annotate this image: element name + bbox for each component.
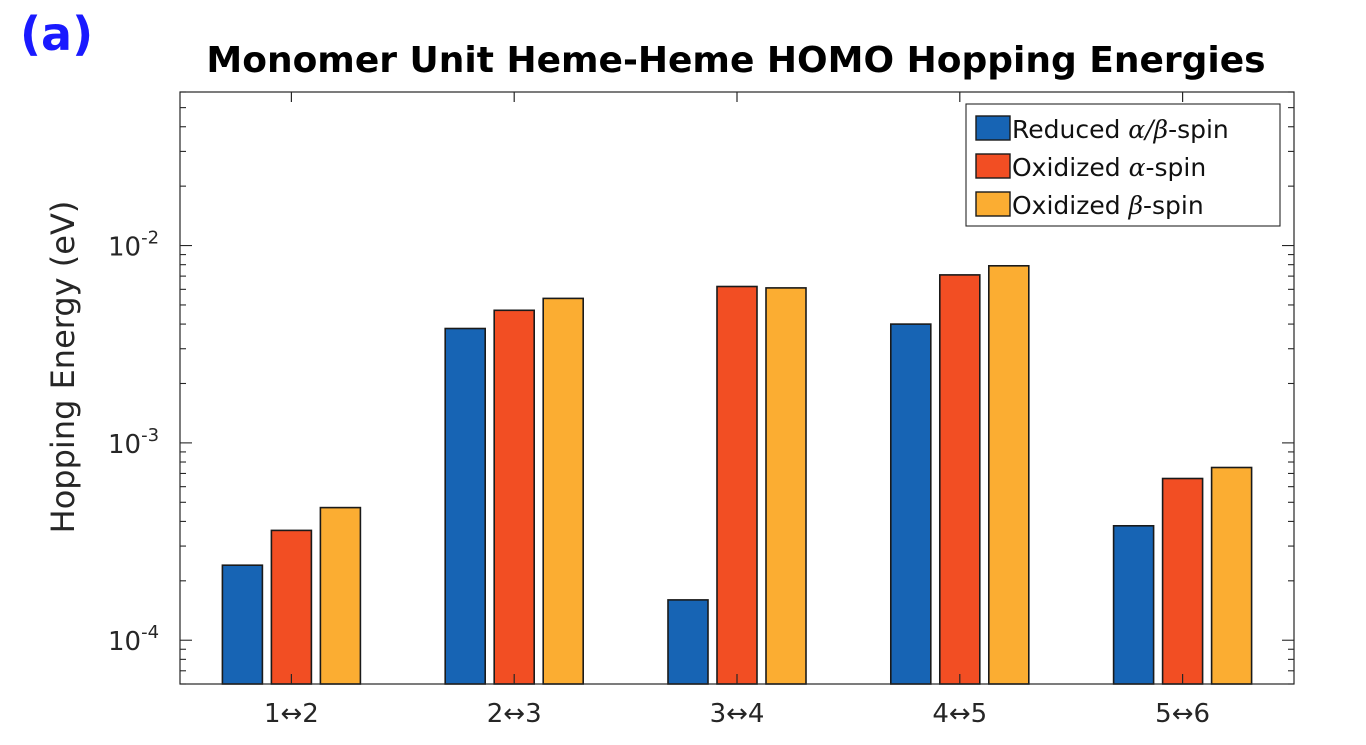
legend-label-part: Reduced: [1012, 115, 1128, 144]
legend-swatch-2: [975, 191, 1011, 217]
bar-series-0-category-1: [444, 327, 487, 685]
legend-label-2: Oxidized β-spin: [1012, 191, 1204, 220]
x-tick-label: 4↔5: [932, 699, 987, 729]
bar-series-1-category-1: [493, 309, 536, 685]
axes-layer: 1↔2 2↔3 3↔4 4↔5 5↔6 10-4 10-3 10-2: [108, 91, 1295, 729]
y-tick-exponent: -2: [141, 228, 159, 249]
legend-swatch-1: [975, 153, 1011, 179]
bar-series-2-category-0: [319, 506, 362, 685]
x-tick-label: 2↔3: [487, 699, 542, 729]
bar-series-0-category-4: [1112, 524, 1155, 685]
y-tick-exponent: -4: [141, 622, 159, 643]
y-tick-label: 10-4: [108, 622, 159, 657]
y-axis-label: Hopping Energy (eV): [44, 201, 82, 534]
legend-label-part: -spin: [1168, 115, 1229, 144]
y-tick-label: 10-3: [108, 425, 159, 460]
x-tick-label: 5↔6: [1155, 699, 1210, 729]
legend-label-part: α: [1129, 153, 1146, 182]
legend-swatch-0: [975, 115, 1011, 141]
bar-series-2-category-4: [1210, 466, 1253, 685]
bar-series-2-category-1: [542, 297, 585, 685]
bar-series-1-category-0: [270, 529, 313, 685]
x-tick-label: 3↔4: [710, 699, 765, 729]
y-tick-exponent: -3: [141, 425, 159, 446]
bar-series-2-category-2: [765, 287, 807, 685]
bar-series-1-category-3: [938, 274, 981, 685]
chart-title: Monomer Unit Heme-Heme HOMO Hopping Ener…: [206, 40, 1265, 81]
legend-label-1: Oxidized α-spin: [1012, 153, 1206, 182]
legend-label-part: -spin: [1143, 191, 1204, 220]
panel-label: (a): [20, 7, 93, 61]
bar-series-1-category-2: [716, 285, 758, 685]
bar-series-2-category-3: [987, 264, 1030, 685]
bar-series-1-category-4: [1161, 477, 1204, 685]
legend-label-part: Oxidized: [1012, 153, 1129, 182]
y-tick-label: 10-2: [108, 228, 159, 263]
x-tick-label: 1↔2: [264, 699, 319, 729]
bar-series-0-category-3: [889, 323, 932, 685]
legend-label-part: Oxidized: [1012, 191, 1129, 220]
legend-box: [965, 103, 1281, 227]
bar-series-0-category-2: [667, 599, 709, 685]
legend-label-part: α/β: [1128, 115, 1168, 144]
legend-label-0: Reduced α/β-spin: [1012, 115, 1229, 144]
bar-series-0-category-0: [221, 564, 264, 685]
legend-label-part: -spin: [1145, 153, 1206, 182]
legend-label-part: β: [1128, 191, 1143, 220]
bars-layer: [221, 264, 1253, 685]
